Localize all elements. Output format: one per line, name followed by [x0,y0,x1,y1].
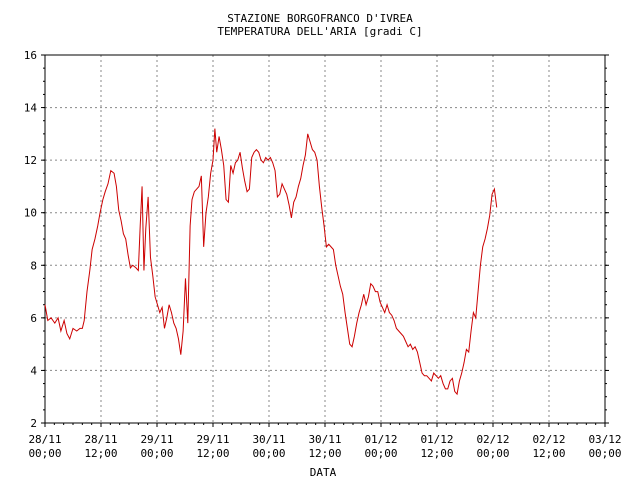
y-tick-label: 12 [24,154,37,167]
x-tick-label-time: 12;00 [308,447,341,460]
chart-title: STAZIONE BORGOFRANCO D'IVREA [227,12,413,25]
x-tick-label-time: 00;00 [140,447,173,460]
x-tick-label-date: 02/12 [532,433,565,446]
x-tick-label-time: 12;00 [196,447,229,460]
x-tick-label-date: 28/11 [84,433,117,446]
y-tick-label: 14 [24,102,38,115]
x-tick-label-date: 03/12 [588,433,621,446]
x-tick-label-date: 28/11 [28,433,61,446]
x-tick-label-time: 00;00 [28,447,61,460]
x-tick-label-date: 29/11 [196,433,229,446]
x-axis-ticks: 28/1100;0028/1112;0029/1100;0029/1112;00… [28,423,622,460]
y-tick-label: 16 [24,49,37,62]
y-tick-label: 10 [24,207,37,220]
x-tick-label-date: 01/12 [364,433,397,446]
x-tick-label-time: 12;00 [420,447,453,460]
x-tick-label-date: 02/12 [476,433,509,446]
y-tick-label: 4 [30,364,37,377]
y-tick-label: 2 [30,417,37,430]
chart-subtitle: TEMPERATURA DELL'ARIA [gradi C] [217,25,423,38]
x-tick-label-date: 30/11 [308,433,341,446]
x-tick-label-date: 01/12 [420,433,453,446]
y-axis-ticks: 2 4 6 8 10 12 14 16 [24,49,609,430]
x-tick-label-date: 29/11 [140,433,173,446]
y-tick-label: 6 [30,312,37,325]
x-tick-label-time: 00;00 [252,447,285,460]
x-tick-label-date: 30/11 [252,433,285,446]
x-axis-label: DATA [310,466,337,479]
temperature-series-line [44,128,498,396]
x-tick-label-time: 00;00 [588,447,621,460]
x-tick-label-time: 12;00 [84,447,117,460]
x-tick-label-time: 00;00 [364,447,397,460]
y-tick-label: 8 [30,259,37,272]
chart-grid [45,55,605,423]
series-group [44,128,498,396]
x-tick-label-time: 00;00 [476,447,509,460]
x-tick-label-time: 12;00 [532,447,565,460]
